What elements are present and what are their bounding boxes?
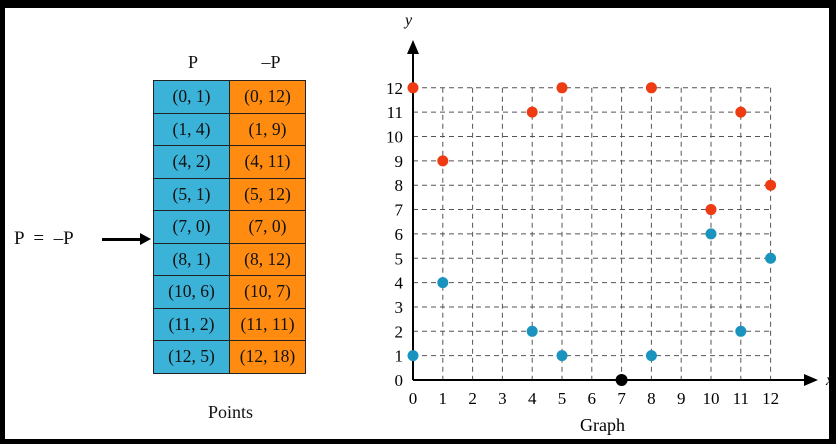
x-axis-label: x bbox=[825, 372, 833, 389]
p-point-marker bbox=[765, 252, 777, 264]
p-point-cell: (5, 1) bbox=[153, 177, 230, 211]
y-tick-label: 7 bbox=[395, 201, 404, 220]
y-axis-label: y bbox=[403, 12, 413, 29]
y-tick-label: 0 bbox=[395, 371, 404, 390]
column-header-p: P bbox=[187, 52, 198, 72]
neg-p-point-cell: (0, 12) bbox=[229, 80, 306, 114]
p-point-cell: (7, 0) bbox=[153, 210, 230, 244]
neg-p-point-cell: (12, 18) bbox=[229, 340, 306, 374]
neg-p-point-cell: (4, 11) bbox=[229, 145, 306, 179]
y-tick-label: 10 bbox=[386, 128, 403, 147]
points-row: (10, 6) (10, 7) bbox=[153, 275, 306, 309]
points-row: (1, 4) (1, 9) bbox=[153, 112, 306, 146]
y-tick-label: 6 bbox=[395, 225, 404, 244]
y-tick-label: 5 bbox=[395, 249, 404, 268]
p-point-cell: (4, 2) bbox=[153, 145, 230, 179]
p-point-cell: (10, 6) bbox=[153, 275, 230, 309]
x-tick-label: 9 bbox=[677, 389, 686, 408]
y-tick-label: 9 bbox=[395, 152, 404, 171]
neg-p-point-marker bbox=[765, 179, 777, 191]
points-row: (0, 1) (0, 12) bbox=[153, 80, 306, 114]
y-tick-label: 3 bbox=[395, 298, 404, 317]
x-tick-label: 10 bbox=[703, 389, 720, 408]
points-row: (12, 5) (12, 18) bbox=[153, 340, 306, 374]
equation-label: P = –P bbox=[14, 228, 74, 249]
x-tick-label: 11 bbox=[733, 389, 749, 408]
neg-p-point-cell: (10, 7) bbox=[229, 275, 306, 309]
points-row: (8, 1) (8, 12) bbox=[153, 242, 306, 276]
neg-p-point-marker bbox=[645, 82, 657, 94]
neg-p-point-cell: (1, 9) bbox=[229, 112, 306, 146]
neg-p-point-marker bbox=[735, 106, 747, 118]
neg-p-point-cell: (8, 12) bbox=[229, 242, 306, 276]
x-tick-label: 4 bbox=[528, 389, 537, 408]
x-tick-label: 0 bbox=[409, 389, 418, 408]
neg-p-point-marker bbox=[705, 204, 717, 216]
y-axis-arrowhead bbox=[407, 40, 419, 54]
pointer-arrow-head bbox=[140, 233, 151, 245]
axes bbox=[407, 40, 818, 386]
p-point-cell: (1, 4) bbox=[153, 112, 230, 146]
y-tick-label: 2 bbox=[395, 322, 404, 341]
x-tick-label: 3 bbox=[498, 389, 507, 408]
x-tick-label: 2 bbox=[468, 389, 477, 408]
data-points bbox=[407, 82, 777, 386]
x-tick-label: 8 bbox=[647, 389, 656, 408]
points-table: (0, 1) (0, 12) (1, 4) (1, 9) (4, 2) (4, 11) (5… bbox=[153, 80, 306, 374]
p-point-marker bbox=[645, 350, 657, 362]
y-tick-label: 11 bbox=[387, 103, 403, 122]
column-header-neg-p: –P bbox=[261, 52, 281, 72]
p-point-cell: (11, 2) bbox=[153, 307, 230, 341]
points-caption: Points bbox=[208, 402, 254, 422]
p-point-marker bbox=[407, 350, 419, 362]
y-tick-label: 4 bbox=[395, 274, 404, 293]
p-point-marker bbox=[556, 350, 568, 362]
identity-point-marker bbox=[615, 374, 628, 386]
p-point-marker bbox=[437, 277, 449, 289]
grid-lines bbox=[413, 87, 772, 380]
x-axis-arrowhead bbox=[804, 374, 818, 386]
p-point-cell: (8, 1) bbox=[153, 242, 230, 276]
x-tick-label: 1 bbox=[439, 389, 448, 408]
p-point-marker bbox=[735, 325, 747, 337]
neg-p-point-marker bbox=[556, 82, 568, 94]
p-point-cell: (0, 1) bbox=[153, 80, 230, 114]
y-tick-label: 12 bbox=[386, 79, 403, 98]
neg-p-point-marker bbox=[407, 82, 419, 94]
neg-p-point-cell: (7, 0) bbox=[229, 210, 306, 244]
p-point-marker bbox=[526, 325, 538, 337]
x-tick-label: 7 bbox=[617, 389, 626, 408]
points-row: (7, 0) (7, 0) bbox=[153, 210, 306, 244]
p-point-marker bbox=[705, 228, 717, 240]
neg-p-point-marker bbox=[437, 155, 449, 167]
y-tick-label: 1 bbox=[395, 347, 404, 366]
points-row: (4, 2) (4, 11) bbox=[153, 145, 306, 179]
neg-p-point-marker bbox=[526, 106, 538, 118]
y-tick-label: 8 bbox=[395, 176, 404, 195]
x-tick-label: 5 bbox=[558, 389, 567, 408]
p-point-cell: (12, 5) bbox=[153, 340, 230, 374]
x-tick-label: 12 bbox=[762, 389, 779, 408]
graph-caption: Graph bbox=[580, 415, 625, 435]
pointer-arrow-line bbox=[102, 238, 142, 241]
x-tick-label: 6 bbox=[588, 389, 597, 408]
